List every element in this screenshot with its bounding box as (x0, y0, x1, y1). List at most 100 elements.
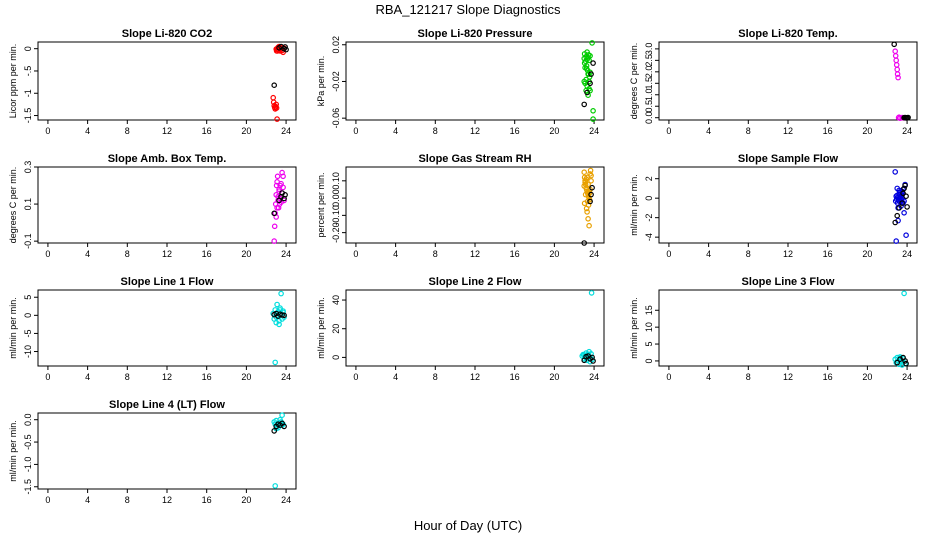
data-point-black (581, 101, 588, 108)
plot-frame (658, 166, 918, 244)
y-axis-label: ml/min per min. (629, 297, 639, 359)
y-tick-label: -0.1 (23, 233, 33, 249)
y-tick-label: 5 (644, 342, 654, 347)
data-point-magenta (894, 66, 901, 73)
data-point-black (271, 210, 278, 217)
data-point-black (282, 192, 288, 198)
data-point-magenta (273, 182, 280, 189)
data-point-black (271, 82, 278, 89)
panel-9: Slope Line 3 Flow 0 4 8 12 16 20 24 15 10 5 0 ml/min… (629, 276, 918, 382)
y-axis-label: degrees C per min. (629, 43, 639, 120)
data-point-cyan (278, 290, 284, 297)
data-point-black (894, 359, 901, 366)
y-tick-label: -0.20 (331, 222, 341, 243)
data-point-black (896, 205, 902, 211)
plot-frame (658, 289, 918, 367)
plot-frame (37, 166, 297, 244)
y-tick-label: -1.5 (23, 479, 33, 495)
plot-frame (345, 289, 605, 367)
y-tick-label: 0.1 (23, 198, 33, 211)
data-point-black (900, 190, 906, 197)
panel-title: Slope Line 1 Flow (121, 276, 214, 288)
data-point-orange (584, 198, 591, 205)
panel-10: Slope Line 4 (LT) Flow 0 4 8 12 16 20 24 0.0 -0.5… (8, 399, 297, 505)
y-tick-label: 0 (331, 355, 341, 360)
plot-frame (37, 41, 297, 121)
data-point-black (589, 184, 595, 191)
x-tick-label: 12 (470, 126, 480, 136)
y-tick-label: 0.02 (331, 36, 341, 54)
x-tick-label: 16 (510, 372, 520, 382)
x-tick-label: 16 (202, 249, 212, 259)
data-point-orange (584, 174, 590, 181)
y-tick-label: 3.0 (644, 43, 654, 56)
x-tick-label: 8 (125, 249, 130, 259)
x-tick-label: 12 (162, 372, 172, 382)
y-tick-label: -0.06 (331, 108, 341, 129)
x-tick-label: 24 (589, 372, 599, 382)
x-tick-label: 24 (589, 249, 599, 259)
data-point-magenta (271, 238, 278, 244)
x-tick-label: 8 (433, 126, 438, 136)
y-axis-label: ml/min per min. (8, 420, 18, 482)
data-point-black (904, 204, 910, 210)
x-tick-label: 20 (549, 126, 559, 136)
x-tick-label: 24 (281, 495, 291, 505)
plot-frame (658, 41, 918, 121)
x-tick-label: 0 (666, 249, 671, 259)
data-point-red (274, 116, 280, 122)
y-tick-label: -0.5 (23, 434, 33, 450)
x-tick-label: 4 (393, 126, 398, 136)
x-tick-label: 0 (353, 372, 358, 382)
data-point-cyan (587, 358, 593, 365)
data-point-blue (892, 169, 899, 175)
y-tick-label: 1.0 (644, 89, 654, 102)
data-point-green2 (590, 116, 596, 122)
x-tick-label: 0 (666, 126, 671, 136)
data-point-green (590, 108, 596, 114)
x-tick-label: 0 (353, 249, 358, 259)
y-axis-label: ml/min per min. (629, 174, 639, 236)
x-tick-label: 4 (706, 249, 711, 259)
y-tick-label: 5 (23, 295, 33, 300)
panel-3: Slope Li-820 Temp.0 4 8 12 16 20 243.02.52.01.… (629, 28, 918, 136)
x-tick-label: 24 (281, 372, 291, 382)
x-tick-label: 20 (549, 249, 559, 259)
x-tick-label: 16 (510, 249, 520, 259)
panel-title: Slope Gas Stream RH (418, 153, 531, 165)
panel-title: Slope Li-820 Pressure (418, 28, 533, 40)
x-tick-label: 24 (902, 249, 912, 259)
x-tick-label: 4 (85, 249, 90, 259)
data-point-black (901, 185, 907, 192)
y-tick-label: -5 (23, 329, 33, 337)
x-tick-label: 20 (241, 495, 251, 505)
data-point-magenta (893, 62, 900, 68)
data-point-green (585, 92, 591, 99)
x-tick-label: 12 (162, 249, 172, 259)
x-tick-label: 8 (125, 372, 130, 382)
data-point-cyan (897, 354, 903, 360)
x-tick-label: 0 (45, 126, 50, 136)
x-tick-label: 8 (433, 372, 438, 382)
data-point-magenta (892, 48, 899, 55)
plot-frame (345, 166, 605, 244)
x-tick-label: 16 (202, 495, 212, 505)
x-tick-label: 8 (746, 249, 751, 259)
y-tick-label: 15 (644, 305, 654, 315)
y-tick-label: 0.5 (644, 100, 654, 113)
x-tick-label: 16 (510, 126, 520, 136)
data-point-orange (585, 216, 591, 222)
data-point-red (273, 105, 280, 111)
x-tick-label: 4 (85, 495, 90, 505)
x-tick-label: 8 (746, 372, 751, 382)
data-point-magenta (895, 74, 901, 81)
data-point-black (587, 198, 593, 205)
y-tick-label: -1 (23, 89, 33, 97)
data-point-cyan (276, 321, 282, 328)
data-point-magenta (894, 71, 901, 77)
data-point-black (271, 428, 278, 434)
x-tick-label: 12 (162, 495, 172, 505)
y-tick-label: 10 (644, 322, 654, 332)
